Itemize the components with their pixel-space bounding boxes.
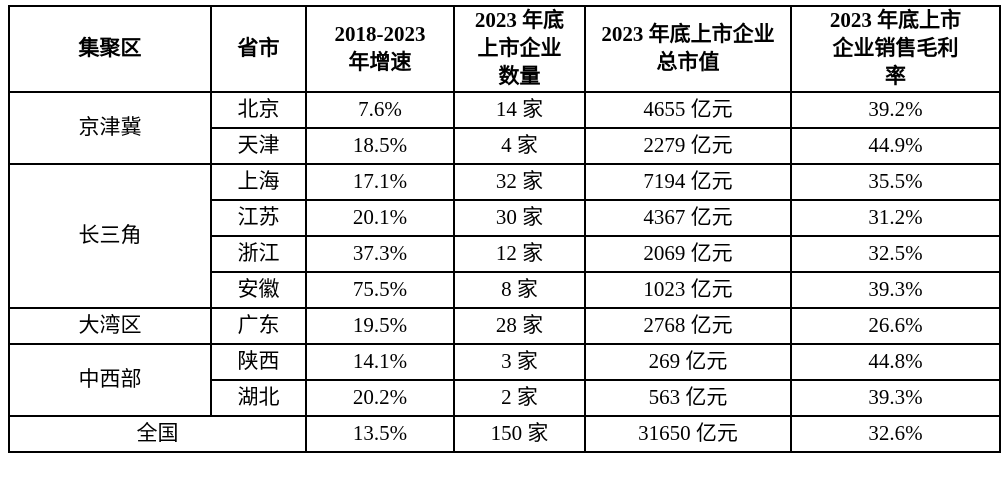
listed-count-cell: 8 家 [453,271,586,309]
growth-cell: 17.1% [305,163,455,201]
gross-margin-cell: 35.5% [790,163,1001,201]
market-value-cell: 4367 亿元 [584,199,792,237]
province-cell: 湖北 [210,379,307,417]
header-cell-growth: 2018-2023 年增速 [305,5,455,93]
table-row-guangdong: 大湾区 广东 19.5% 28 家 2768 亿元 26.6% [8,307,1001,345]
gross-margin-cell: 39.3% [790,271,1001,309]
province-cell: 天津 [210,127,307,165]
province-cell: 北京 [210,91,307,129]
table-row-jiangsu: 江苏 20.1% 30 家 4367 亿元 31.2% [9,199,1001,237]
header-row: 集聚区 省市 2018-2023 年增速 2023 年底 上市企业 数量 202… [8,5,1001,93]
listed-count-cell: 150 家 [453,415,586,453]
province-cell: 陕西 [210,343,307,381]
document-page: 集聚区 省市 2018-2023 年增速 2023 年底 上市企业 数量 202… [0,5,1007,477]
growth-cell: 14.1% [305,343,455,381]
listed-count-cell: 32 家 [453,163,586,201]
growth-cell: 75.5% [305,271,455,309]
table-row-tianjin: 天津 18.5% 4 家 2279 亿元 44.9% [9,127,1001,165]
growth-cell: 37.3% [305,235,455,273]
table-row-shaanxi: 中西部 陕西 14.1% 3 家 269 亿元 44.8% [8,343,1001,417]
market-value-cell: 2768 亿元 [584,307,792,345]
province-cell: 广东 [210,307,307,345]
gross-margin-cell: 44.9% [790,127,1001,165]
gross-margin-cell: 32.6% [790,415,1001,453]
header-cell-gross-margin: 2023 年底上市 企业销售毛利 率 [790,5,1001,93]
growth-cell: 18.5% [305,127,455,165]
market-value-cell: 4655 亿元 [584,91,792,129]
region-cell-jingjinji: 京津冀 [8,91,212,165]
header-cell-market-value: 2023 年底上市企业 总市值 [584,5,792,93]
province-cell: 浙江 [210,235,307,273]
listed-count-cell: 12 家 [453,235,586,273]
table-row-anhui: 安徽 75.5% 8 家 1023 亿元 39.3% [9,271,1001,309]
listed-count-cell: 28 家 [453,307,586,345]
listed-count-cell: 4 家 [453,127,586,165]
listed-count-cell: 30 家 [453,199,586,237]
province-cell: 上海 [210,163,307,201]
market-value-cell: 269 亿元 [584,343,792,381]
table-row-zhejiang: 浙江 37.3% 12 家 2069 亿元 32.5% [9,235,1001,273]
market-value-cell: 1023 亿元 [584,271,792,309]
header-cell-province: 省市 [210,5,307,93]
gross-margin-cell: 32.5% [790,235,1001,273]
growth-cell: 19.5% [305,307,455,345]
listed-count-cell: 3 家 [453,343,586,381]
total-label-cell: 全国 [8,415,307,453]
header-cell-region: 集聚区 [8,5,212,93]
market-value-cell: 2069 亿元 [584,235,792,273]
gross-margin-cell: 31.2% [790,199,1001,237]
gross-margin-cell: 26.6% [790,307,1001,345]
growth-cell: 13.5% [305,415,455,453]
header-cell-listed-count: 2023 年底 上市企业 数量 [453,5,586,93]
gross-margin-cell: 44.8% [790,343,1001,381]
growth-cell: 7.6% [305,91,455,129]
market-value-cell: 2279 亿元 [584,127,792,165]
province-cell: 江苏 [210,199,307,237]
gross-margin-cell: 39.2% [790,91,1001,129]
table-row-national-total: 全国 13.5% 150 家 31650 亿元 32.6% [8,415,1001,453]
gross-margin-cell: 39.3% [790,379,1001,417]
growth-cell: 20.2% [305,379,455,417]
region-cell-dawanqu: 大湾区 [8,307,212,345]
listed-count-cell: 2 家 [453,379,586,417]
table-row-shanghai: 长三角 上海 17.1% 32 家 7194 亿元 35.5% [8,163,1001,309]
region-cell-changsanjiao: 长三角 [8,163,212,309]
province-cell: 安徽 [210,271,307,309]
table-row-beijing: 京津冀 北京 7.6% 14 家 4655 亿元 39.2% [8,91,1001,165]
region-cell-zhongxibu: 中西部 [8,343,212,417]
table-row-hubei: 湖北 20.2% 2 家 563 亿元 39.3% [9,379,1001,417]
listed-count-cell: 14 家 [453,91,586,129]
market-value-cell: 7194 亿元 [584,163,792,201]
market-value-cell: 31650 亿元 [584,415,792,453]
growth-cell: 20.1% [305,199,455,237]
listed-companies-table: 集聚区 省市 2018-2023 年增速 2023 年底 上市企业 数量 202… [8,5,1001,453]
market-value-cell: 563 亿元 [584,379,792,417]
